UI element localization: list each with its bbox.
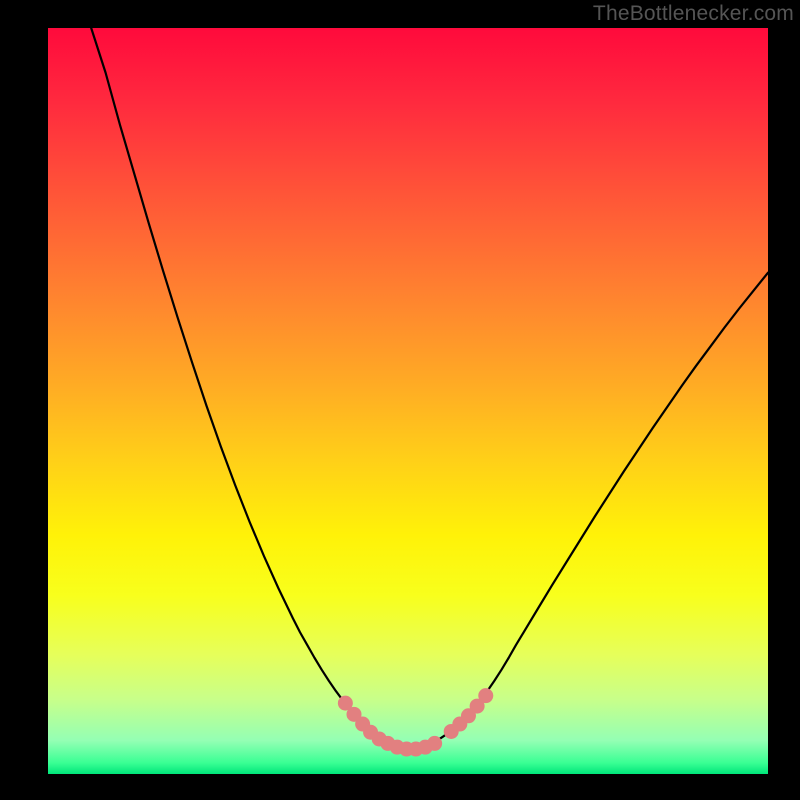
highlight-marker (478, 688, 493, 703)
highlight-marker (427, 736, 442, 751)
watermark-label: TheBottlenecker.com (593, 2, 794, 26)
bottleneck-curve-chart (48, 28, 768, 774)
chart-frame: TheBottlenecker.com (0, 0, 800, 800)
chart-background-gradient (48, 28, 768, 774)
